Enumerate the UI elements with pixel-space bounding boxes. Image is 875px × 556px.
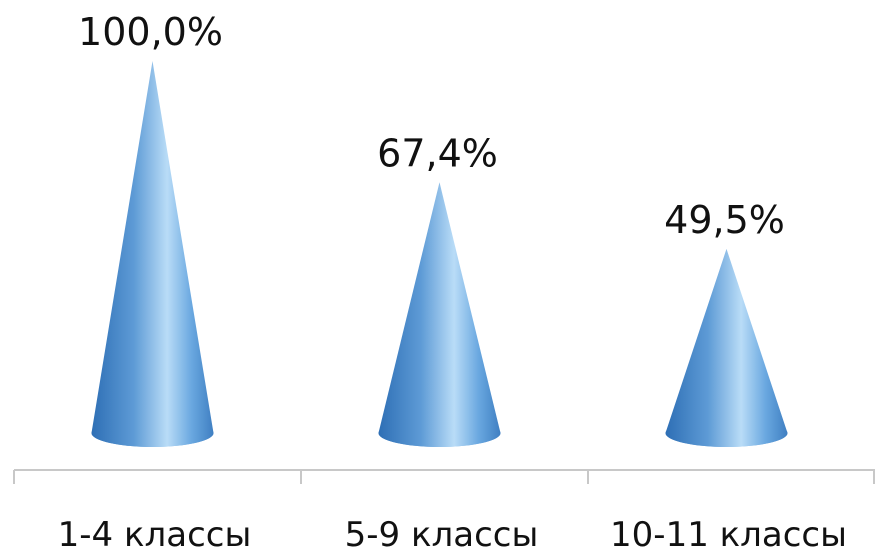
data-label: 67,4% bbox=[377, 131, 498, 175]
cone-series bbox=[91, 61, 788, 448]
category-label: 1-4 классы bbox=[58, 515, 252, 555]
cone-bar bbox=[378, 182, 501, 448]
category-labels: 1-4 классы 5-9 классы 10-11 классы bbox=[58, 515, 847, 555]
category-label: 10-11 классы bbox=[610, 515, 847, 555]
data-labels: 100,0% 67,4% 49,5% bbox=[78, 10, 785, 242]
category-label: 5-9 классы bbox=[345, 515, 539, 555]
data-label: 49,5% bbox=[664, 198, 785, 242]
cone-bar bbox=[665, 248, 788, 448]
cone-bar bbox=[91, 61, 214, 447]
cone-body bbox=[378, 182, 501, 448]
x-axis bbox=[13, 469, 875, 484]
data-label: 100,0% bbox=[78, 10, 223, 54]
cone-body bbox=[91, 61, 214, 447]
cone-body bbox=[665, 248, 788, 448]
